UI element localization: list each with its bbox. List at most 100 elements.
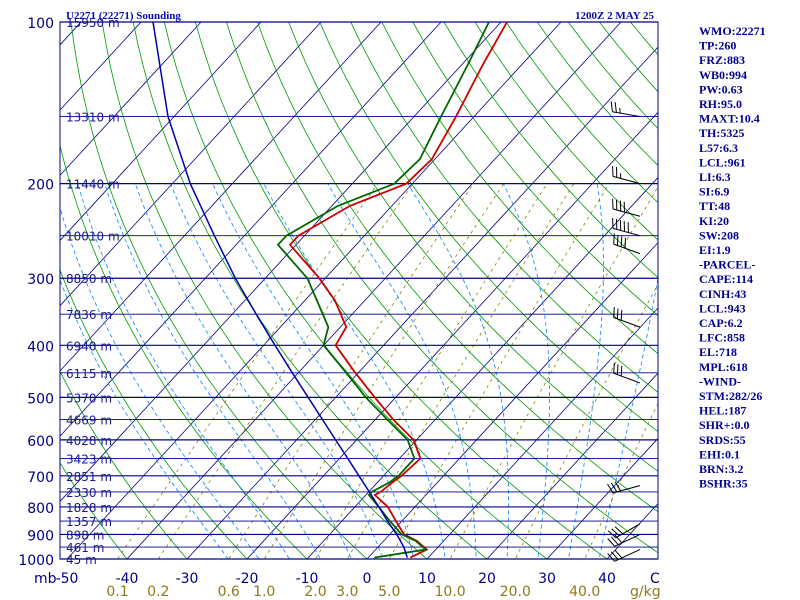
index-line: -WIND-: [699, 374, 741, 388]
wind-barb-flag: [614, 481, 622, 492]
sounding-profiles: [152, 22, 508, 559]
wind-barbs: [607, 101, 641, 562]
height-label: 8850 m: [66, 272, 112, 286]
temperature-unit-label: C: [650, 571, 660, 587]
height-label: 3423 m: [66, 453, 112, 467]
mixing-ratio-tick-label: 1.0: [253, 584, 275, 600]
isotherm-line: [60, 22, 202, 176]
temperature-tick-label: 40: [598, 571, 616, 587]
wind-barb: [613, 233, 641, 255]
pressure-unit-label: mb: [34, 571, 57, 587]
mixing-ratio-line: [315, 183, 548, 559]
index-line: BSHR:35: [699, 477, 748, 491]
height-label: 6115 m: [66, 367, 112, 381]
index-line: SW:208: [699, 228, 739, 242]
station-title: U2271 (22271) Sounding: [66, 10, 181, 22]
parcel-profile-line: [152, 22, 409, 558]
index-line: TH:5325: [699, 126, 744, 140]
wind-barb-staff: [612, 227, 641, 237]
height-label: 1357 m: [66, 515, 112, 529]
height-label: 4028 m: [66, 434, 112, 448]
wind-barb-staff: [613, 243, 641, 255]
wind-barb-staff: [613, 372, 641, 384]
index-line: WB0:994: [699, 68, 747, 82]
wind-barb: [607, 533, 641, 547]
pressure-tick-labels: 100 200 300 400 500 600 700 800 900 1000: [18, 16, 54, 569]
mixing-ratio-unit-label: g/kg: [630, 584, 661, 600]
wind-barb: [612, 165, 641, 185]
isotherm-line: [306, 176, 658, 559]
isotherm-line: [60, 22, 442, 437]
mixing-ratio-line: [584, 402, 658, 559]
isotherm-lines: [60, 22, 658, 559]
wind-barb-flag: [616, 308, 619, 319]
wind-barb: [613, 362, 641, 384]
dry-adiabat-line: [194, 22, 608, 559]
index-line: EHI:0.1: [699, 447, 740, 461]
isotherm-line: [66, 22, 562, 559]
index-line: MAXT:10.4: [699, 112, 760, 126]
wind-barb-staff: [613, 317, 641, 328]
moist-adiabat-line: [60, 206, 260, 559]
index-line: TT:48: [699, 199, 730, 213]
index-line: KI:20: [699, 214, 729, 228]
height-labels: 15950 m 13310 m 11440 m 10010 m 8850 m 7836 m…: [66, 16, 120, 567]
dry-adiabat-line: [381, 22, 658, 355]
index-line: BRN:3.2: [699, 462, 743, 476]
index-line: MPL:618: [699, 360, 748, 374]
pressure-tick-label: 500: [27, 391, 54, 407]
mixing-ratio-line: [157, 183, 414, 559]
temperature-tick-label: -30: [176, 571, 199, 587]
pressure-tick-label: 1000: [18, 553, 54, 569]
wind-barb-flag: [620, 365, 623, 377]
wind-barb-flag: [610, 101, 613, 112]
wind-barb-staff: [614, 533, 641, 547]
wind-barb-flag: [611, 528, 620, 537]
mixing-ratio-line: [388, 183, 610, 559]
temperature-profile-line: [288, 22, 508, 559]
moist-adiabat-line: [60, 278, 229, 559]
wind-barb-flag: [616, 234, 619, 246]
wind-barb-flag: [620, 309, 623, 321]
wind-barb-flag: [613, 362, 615, 374]
height-label: 5370 m: [66, 391, 112, 405]
wind-barb-flag: [610, 482, 618, 493]
dry-adiabat-line: [132, 22, 488, 559]
mixing-ratio-tick-label: 2.0: [304, 584, 326, 600]
wind-barb: [612, 217, 641, 237]
sounding-time: 1200Z 2 MAY 25: [575, 10, 654, 22]
index-line: CAPE:114: [699, 272, 753, 286]
isotherm-line: [366, 242, 658, 559]
temperature-tick-label: -20: [236, 571, 259, 587]
dry-adiabat-line: [60, 268, 248, 559]
wind-barb: [610, 101, 641, 118]
temperature-tick-label: -40: [116, 571, 139, 587]
wind-barb: [607, 549, 641, 562]
pressure-tick-label: 300: [27, 272, 54, 288]
dewpoint-profile-line: [276, 22, 490, 559]
mixing-ratio-tick-label: 40.0: [569, 584, 600, 600]
index-line: CINH:43: [699, 287, 746, 301]
wind-barb: [607, 481, 641, 494]
wind-barb-flag: [614, 534, 623, 544]
stability-indices-panel: WMO:22271TP:260FRZ:883WB0:994PW:0.63RH:9…: [699, 24, 766, 491]
moist-adiabat-line: [598, 275, 658, 559]
temperature-tick-label: 20: [478, 571, 496, 587]
moist-adiabat-line: [212, 183, 415, 559]
dry-adiabat-line: [412, 22, 658, 316]
index-line: -PARCEL-: [699, 258, 755, 272]
mixing-ratio-line: [228, 183, 474, 559]
moist-adiabat-line: [568, 183, 604, 559]
dry-adiabat-line: [163, 22, 548, 559]
index-line: SHR+:0.0: [699, 418, 750, 432]
index-line: EI:1.9: [699, 243, 731, 257]
height-label: 10010 m: [66, 230, 120, 244]
height-label: 2851 m: [66, 470, 112, 484]
pressure-tick-label: 800: [27, 501, 54, 517]
mixing-ratio-tick-label: 3.0: [336, 584, 358, 600]
index-line: SRDS:55: [699, 433, 746, 447]
wind-barb-flag: [614, 549, 623, 559]
pressure-tick-label: 200: [27, 178, 54, 194]
isotherm-line: [60, 22, 382, 372]
index-line: LI:6.3: [699, 170, 731, 184]
